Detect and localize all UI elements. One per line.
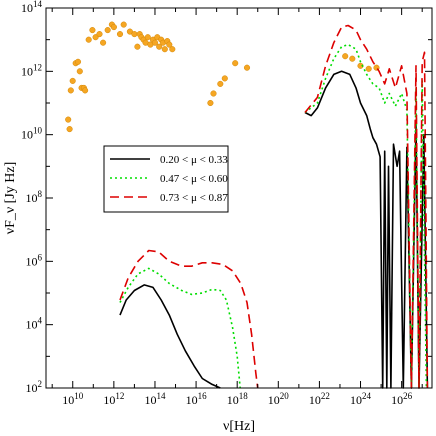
observed-data-point bbox=[365, 65, 372, 72]
y-tick-label: 102 bbox=[26, 379, 43, 395]
observed-data-point bbox=[151, 39, 159, 46]
y-tick-label: 104 bbox=[26, 316, 43, 332]
observed-data-point bbox=[169, 46, 176, 53]
observed-data-point bbox=[96, 31, 103, 38]
y-tick-label: 1012 bbox=[21, 62, 42, 78]
x-tick-label: 1020 bbox=[268, 391, 290, 407]
observed-data-point bbox=[69, 77, 76, 84]
observed-data-point bbox=[89, 27, 96, 34]
observed-data-point bbox=[243, 64, 251, 71]
series-line-2 bbox=[119, 267, 241, 389]
legend-label-series-3: 0.73 < μ < 0.87 bbox=[160, 192, 228, 204]
observed-data-point bbox=[144, 34, 151, 41]
series-line-1 bbox=[119, 284, 221, 389]
observed-data-point bbox=[156, 43, 163, 50]
observed-data-point bbox=[232, 60, 239, 67]
y-axis-label: νF_ν [Jy Hz] bbox=[3, 162, 18, 235]
observed-data-point bbox=[349, 55, 356, 62]
observed-data-point bbox=[217, 80, 224, 87]
legend: 0.20 < μ < 0.33 0.47 < μ < 0.60 0.73 < μ… bbox=[103, 145, 229, 213]
x-axis-label: ν[Hz] bbox=[223, 419, 255, 434]
legend-label-series-2: 0.47 < μ < 0.60 bbox=[160, 173, 228, 185]
x-tick-label: 1022 bbox=[309, 391, 330, 407]
observed-data-point bbox=[110, 24, 117, 31]
observed-data-point bbox=[67, 87, 74, 94]
x-tick-label: 1010 bbox=[62, 391, 84, 407]
observed-data-point bbox=[221, 75, 228, 82]
observed-data-point bbox=[74, 58, 82, 65]
x-tick-label: 1014 bbox=[144, 391, 166, 407]
x-tick-label: 1012 bbox=[103, 391, 124, 407]
observed-data-point bbox=[120, 21, 127, 28]
observed-data-point bbox=[65, 116, 72, 123]
observed-data-point bbox=[76, 68, 83, 75]
observed-data-point bbox=[82, 87, 89, 94]
x-tick-label: 1018 bbox=[227, 391, 249, 407]
axes-layer: 1010 1012 1014 1016 1018 1020 1022 1024 1026 102 1… bbox=[21, 0, 432, 407]
y-tick-label: 106 bbox=[26, 252, 43, 268]
x-tick-label: 1016 bbox=[186, 391, 208, 407]
x-tick-label: 1024 bbox=[350, 391, 372, 407]
series-line-3 bbox=[119, 249, 259, 389]
observed-data-point bbox=[85, 36, 92, 43]
x-tick-label: 1026 bbox=[391, 391, 413, 407]
y-tick-label: 1014 bbox=[21, 0, 43, 15]
observed-data-point bbox=[100, 39, 107, 46]
observed-data-point bbox=[166, 41, 173, 48]
legend-label-series-1: 0.20 < μ < 0.33 bbox=[160, 154, 228, 166]
observed-data-point bbox=[207, 99, 214, 107]
y-tick-label: 1010 bbox=[21, 126, 43, 142]
observed-data-point bbox=[342, 53, 349, 60]
observed-data-point bbox=[134, 43, 141, 50]
observed-data-point bbox=[161, 46, 168, 53]
observed-data-point bbox=[210, 90, 217, 97]
observed-data-point bbox=[66, 126, 73, 133]
y-tick-label: 108 bbox=[26, 189, 43, 205]
observed-data-point bbox=[116, 31, 124, 38]
series-line-3 bbox=[304, 24, 429, 389]
observed-data-point bbox=[104, 27, 111, 34]
legend-box bbox=[103, 145, 229, 213]
observed-data-point bbox=[131, 31, 138, 38]
